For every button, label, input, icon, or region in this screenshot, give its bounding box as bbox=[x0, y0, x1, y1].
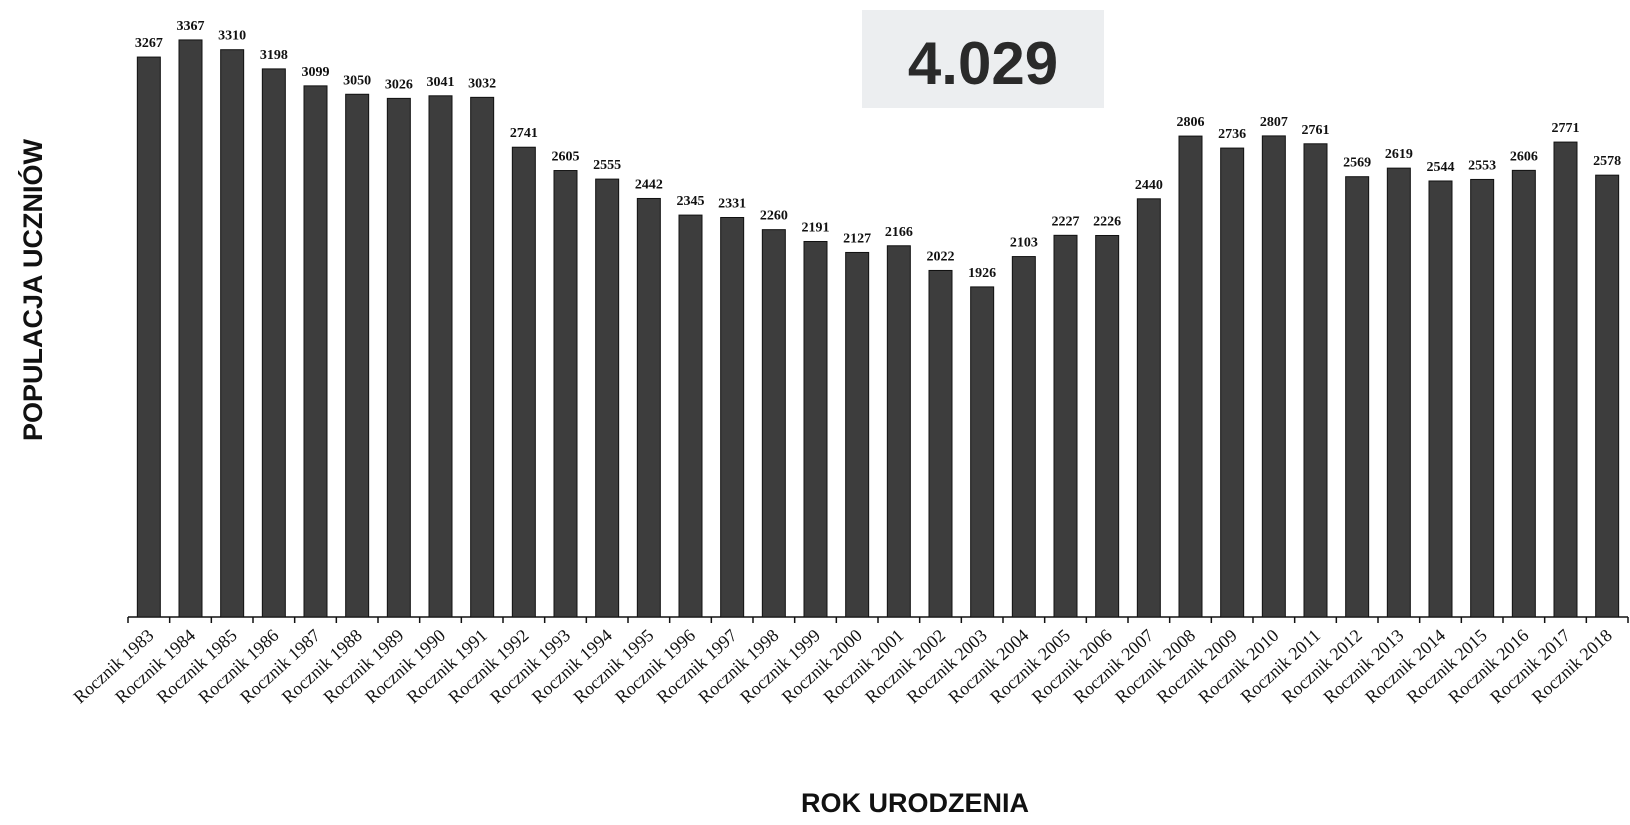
bar bbox=[470, 96, 495, 618]
bar-value-label: 2191 bbox=[802, 220, 830, 235]
bar-value-label: 2022 bbox=[927, 249, 955, 264]
bar bbox=[261, 68, 286, 618]
bar-value-label: 2569 bbox=[1343, 156, 1371, 171]
bar bbox=[1095, 234, 1120, 618]
bar bbox=[720, 216, 745, 618]
bar bbox=[636, 197, 661, 618]
x-tick-marks-group bbox=[127, 617, 1629, 623]
bar bbox=[386, 97, 411, 618]
bar bbox=[928, 269, 953, 618]
bar-value-label: 3367 bbox=[177, 19, 205, 34]
bar-value-label: 3099 bbox=[302, 65, 330, 80]
bar bbox=[1303, 143, 1328, 618]
bar bbox=[1470, 178, 1495, 618]
bar bbox=[1261, 135, 1286, 618]
bar-value-label: 2761 bbox=[1302, 123, 1330, 138]
bar-value-label: 2606 bbox=[1510, 149, 1538, 164]
bar bbox=[1345, 176, 1370, 618]
bar-value-label: 2226 bbox=[1093, 214, 1121, 229]
bar-value-label: 2619 bbox=[1385, 147, 1413, 162]
y-axis-title: POPULACJA UCZNIÓW bbox=[17, 138, 48, 441]
bar-value-label: 2807 bbox=[1260, 115, 1288, 130]
total-badge-value: 4.029 bbox=[908, 30, 1058, 97]
bar-value-label: 1926 bbox=[968, 266, 996, 281]
bar-value-label: 2544 bbox=[1427, 160, 1455, 175]
bar-value-label: 2345 bbox=[677, 194, 705, 209]
bar bbox=[761, 229, 786, 618]
bar bbox=[303, 85, 328, 618]
bar-value-label: 2442 bbox=[635, 177, 663, 192]
bar-value-label: 2806 bbox=[1177, 115, 1205, 130]
bar-value-label: 2605 bbox=[552, 150, 580, 165]
bar-value-label: 2103 bbox=[1010, 236, 1038, 251]
bar bbox=[345, 93, 370, 618]
bar bbox=[1428, 180, 1453, 618]
bar bbox=[886, 245, 911, 618]
bar-value-label: 2166 bbox=[885, 225, 913, 240]
bar-value-label: 3050 bbox=[343, 73, 371, 88]
bar bbox=[553, 170, 578, 618]
total-badge-background bbox=[862, 10, 1104, 108]
data-labels-group: 3267 3367 3310 3198 3099 3050 3026 3041 3032 2741… bbox=[135, 19, 1621, 281]
bar bbox=[845, 251, 870, 618]
bar bbox=[1511, 169, 1536, 618]
bar bbox=[1053, 234, 1078, 618]
bar bbox=[1595, 174, 1620, 618]
bar-value-label: 2736 bbox=[1218, 127, 1246, 142]
bar-value-label: 2578 bbox=[1593, 154, 1621, 169]
bar-value-label: 2331 bbox=[718, 196, 746, 211]
bar bbox=[595, 178, 620, 618]
bar-value-label: 3267 bbox=[135, 36, 163, 51]
bar-value-label: 2555 bbox=[593, 158, 621, 173]
bar-value-label: 3041 bbox=[427, 75, 455, 90]
bar bbox=[970, 286, 995, 618]
bar bbox=[678, 214, 703, 618]
bar-value-label: 3026 bbox=[385, 77, 413, 92]
bar bbox=[803, 240, 828, 618]
bar bbox=[1553, 141, 1578, 618]
bar-value-label: 2260 bbox=[760, 209, 788, 224]
bar bbox=[220, 49, 245, 618]
bars-group bbox=[136, 39, 1620, 618]
bar-value-label: 2227 bbox=[1052, 214, 1080, 229]
bar bbox=[1136, 198, 1161, 618]
bar bbox=[1386, 167, 1411, 618]
bar bbox=[178, 39, 203, 618]
bar bbox=[428, 95, 453, 618]
bar-value-label: 2553 bbox=[1468, 158, 1496, 173]
bar-value-label: 2440 bbox=[1135, 178, 1163, 193]
bar-value-label: 2741 bbox=[510, 126, 538, 141]
bar-value-label: 3032 bbox=[468, 76, 496, 91]
bar-value-label: 3198 bbox=[260, 48, 288, 63]
bar-value-label: 3310 bbox=[218, 29, 246, 44]
bar-value-label: 2771 bbox=[1552, 121, 1580, 136]
total-badge: 4.029 bbox=[862, 10, 1104, 108]
bar bbox=[511, 146, 536, 618]
bar bbox=[1178, 135, 1203, 618]
bar bbox=[1011, 256, 1036, 618]
x-axis-title: ROK URODZENIA bbox=[801, 788, 1029, 818]
bar-value-label: 2127 bbox=[843, 231, 871, 246]
bar bbox=[136, 56, 161, 618]
bar bbox=[1220, 147, 1245, 618]
